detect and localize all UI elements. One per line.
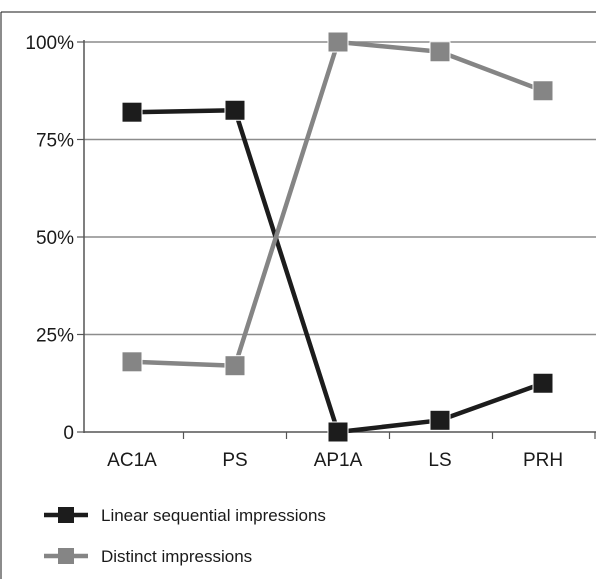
- legend: Linear sequential impressions Distinct im…: [44, 506, 326, 566]
- data-point-marker: [121, 101, 143, 123]
- legend-label: Linear sequential impressions: [101, 506, 326, 525]
- y-tick-label: 50%: [36, 228, 74, 249]
- series-line: [131, 108, 544, 435]
- data-point-marker: [532, 372, 554, 394]
- grid-lines: [84, 41, 596, 336]
- data-point-marker: [121, 351, 143, 373]
- data-point-marker: [532, 80, 554, 102]
- data-point-marker: [429, 41, 451, 63]
- data-point-marker: [327, 31, 349, 53]
- x-tick-label: AP1A: [314, 450, 363, 471]
- data-point-marker: [327, 421, 349, 443]
- legend-swatch-marker: [58, 548, 74, 564]
- chart-frame: [0, 11, 596, 579]
- y-tick-label: 75%: [36, 131, 74, 152]
- axes: 0 25% 50% 75% 100% AC1A PS AP1A LS PRH: [25, 33, 596, 471]
- series-line: [131, 39, 544, 368]
- x-tick-label: PRH: [523, 450, 563, 471]
- y-tick-label: 0: [63, 423, 74, 444]
- data-point-marker: [224, 99, 246, 121]
- x-tick-label: LS: [428, 450, 451, 471]
- data-point-marker: [224, 355, 246, 377]
- legend-swatch-marker: [58, 507, 74, 523]
- legend-label: Distinct impressions: [101, 547, 252, 566]
- y-tick-label: 100%: [25, 33, 74, 54]
- data-point-marker: [429, 409, 451, 431]
- y-tick-label: 25%: [36, 326, 74, 347]
- x-tick-label: AC1A: [107, 450, 157, 471]
- x-tick-label: PS: [222, 450, 247, 471]
- series-markers: [121, 31, 554, 443]
